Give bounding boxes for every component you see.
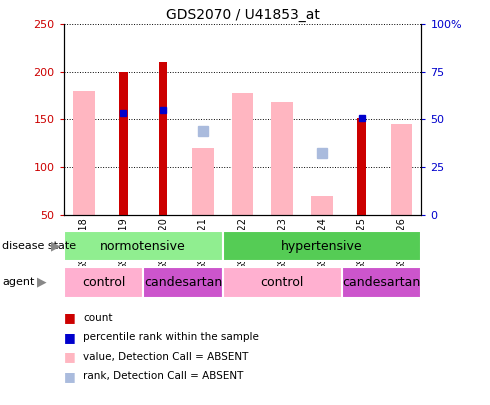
Bar	[159, 62, 168, 215]
Text: value, Detection Call = ABSENT: value, Detection Call = ABSENT	[83, 352, 248, 362]
Bar	[64, 231, 222, 261]
Bar	[271, 102, 293, 215]
Title: GDS2070 / U41853_at: GDS2070 / U41853_at	[166, 8, 319, 22]
Bar	[222, 231, 421, 261]
Bar	[222, 267, 342, 298]
Text: ▶: ▶	[37, 276, 47, 289]
Text: agent: agent	[2, 277, 35, 287]
Bar	[357, 117, 366, 215]
Bar	[232, 93, 253, 215]
Text: ■: ■	[64, 370, 75, 383]
Bar	[64, 267, 143, 298]
Text: candesartan: candesartan	[144, 276, 222, 289]
Bar	[192, 148, 214, 215]
Text: ■: ■	[64, 350, 75, 363]
Bar	[391, 124, 413, 215]
Text: candesartan: candesartan	[343, 276, 421, 289]
Text: count: count	[83, 313, 113, 323]
Bar	[119, 72, 128, 215]
Text: ■: ■	[64, 311, 75, 324]
Text: disease state: disease state	[2, 241, 76, 251]
Text: ▶: ▶	[51, 239, 61, 252]
Bar	[342, 267, 421, 298]
Text: percentile rank within the sample: percentile rank within the sample	[83, 333, 259, 342]
Text: control: control	[82, 276, 125, 289]
Bar	[73, 91, 95, 215]
Text: control: control	[261, 276, 304, 289]
Text: hypertensive: hypertensive	[281, 239, 363, 253]
Bar	[311, 196, 333, 215]
Text: normotensive: normotensive	[100, 239, 186, 253]
Text: ■: ■	[64, 331, 75, 344]
Bar	[143, 267, 222, 298]
Text: rank, Detection Call = ABSENT: rank, Detection Call = ABSENT	[83, 371, 244, 381]
